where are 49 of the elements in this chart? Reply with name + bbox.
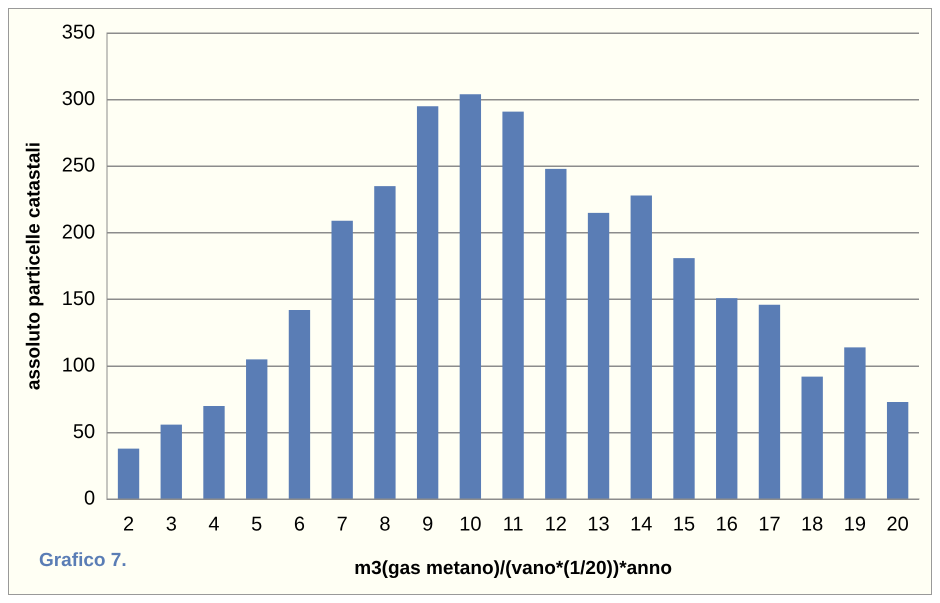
x-tick-label: 13 xyxy=(587,514,610,536)
x-tick-label: 3 xyxy=(166,514,177,536)
y-tick-label: 100 xyxy=(62,354,96,377)
bar xyxy=(758,304,780,498)
y-tick-label: 250 xyxy=(62,154,96,177)
bar xyxy=(460,94,482,498)
x-tick-label: 20 xyxy=(886,514,909,536)
y-tick-label: 50 xyxy=(72,421,96,444)
y-tick-label: 350 xyxy=(62,22,96,44)
x-tick-label: 17 xyxy=(758,514,781,536)
bar xyxy=(331,220,353,498)
bar xyxy=(630,196,652,498)
x-tick-label: 9 xyxy=(422,514,434,536)
x-axis-title: m3(gas metano)/(vano*(1/20))*anno xyxy=(354,558,672,579)
bar xyxy=(673,258,695,498)
x-tick-label: 11 xyxy=(502,514,524,536)
x-tick-label: 12 xyxy=(544,514,567,536)
x-tick-label: 7 xyxy=(336,514,348,536)
x-tick-label: 4 xyxy=(208,514,220,536)
y-tick-label: 0 xyxy=(84,488,96,510)
bar xyxy=(716,298,738,498)
y-tick-label: 150 xyxy=(62,288,96,310)
x-tick-label: 5 xyxy=(251,514,262,536)
x-tick-label: 19 xyxy=(844,514,866,536)
x-tick-label: 6 xyxy=(294,514,306,536)
y-axis-title: assoluto particelle catastali xyxy=(24,142,45,390)
y-tick-label: 200 xyxy=(62,221,96,244)
x-tick-label: 2 xyxy=(122,514,134,536)
x-tick-label: 8 xyxy=(379,514,390,536)
bar xyxy=(203,406,225,498)
bar xyxy=(246,359,268,498)
bar xyxy=(288,310,310,498)
bar xyxy=(545,168,566,498)
x-tick-label: 18 xyxy=(801,514,824,536)
bar xyxy=(886,402,908,498)
y-tick-label: 300 xyxy=(62,88,96,110)
x-tick-label: 16 xyxy=(716,514,738,536)
x-tick-label: 15 xyxy=(672,514,696,536)
bar xyxy=(802,376,823,498)
text: Grafico 7. xyxy=(39,550,127,572)
x-tick-label: 10 xyxy=(459,514,482,536)
x-tick-label: 14 xyxy=(630,514,652,536)
bar xyxy=(118,448,140,498)
bar xyxy=(502,112,524,498)
bar xyxy=(160,424,182,498)
bar xyxy=(844,347,866,498)
bar xyxy=(374,186,396,498)
bar xyxy=(588,212,610,498)
bar xyxy=(416,106,438,498)
